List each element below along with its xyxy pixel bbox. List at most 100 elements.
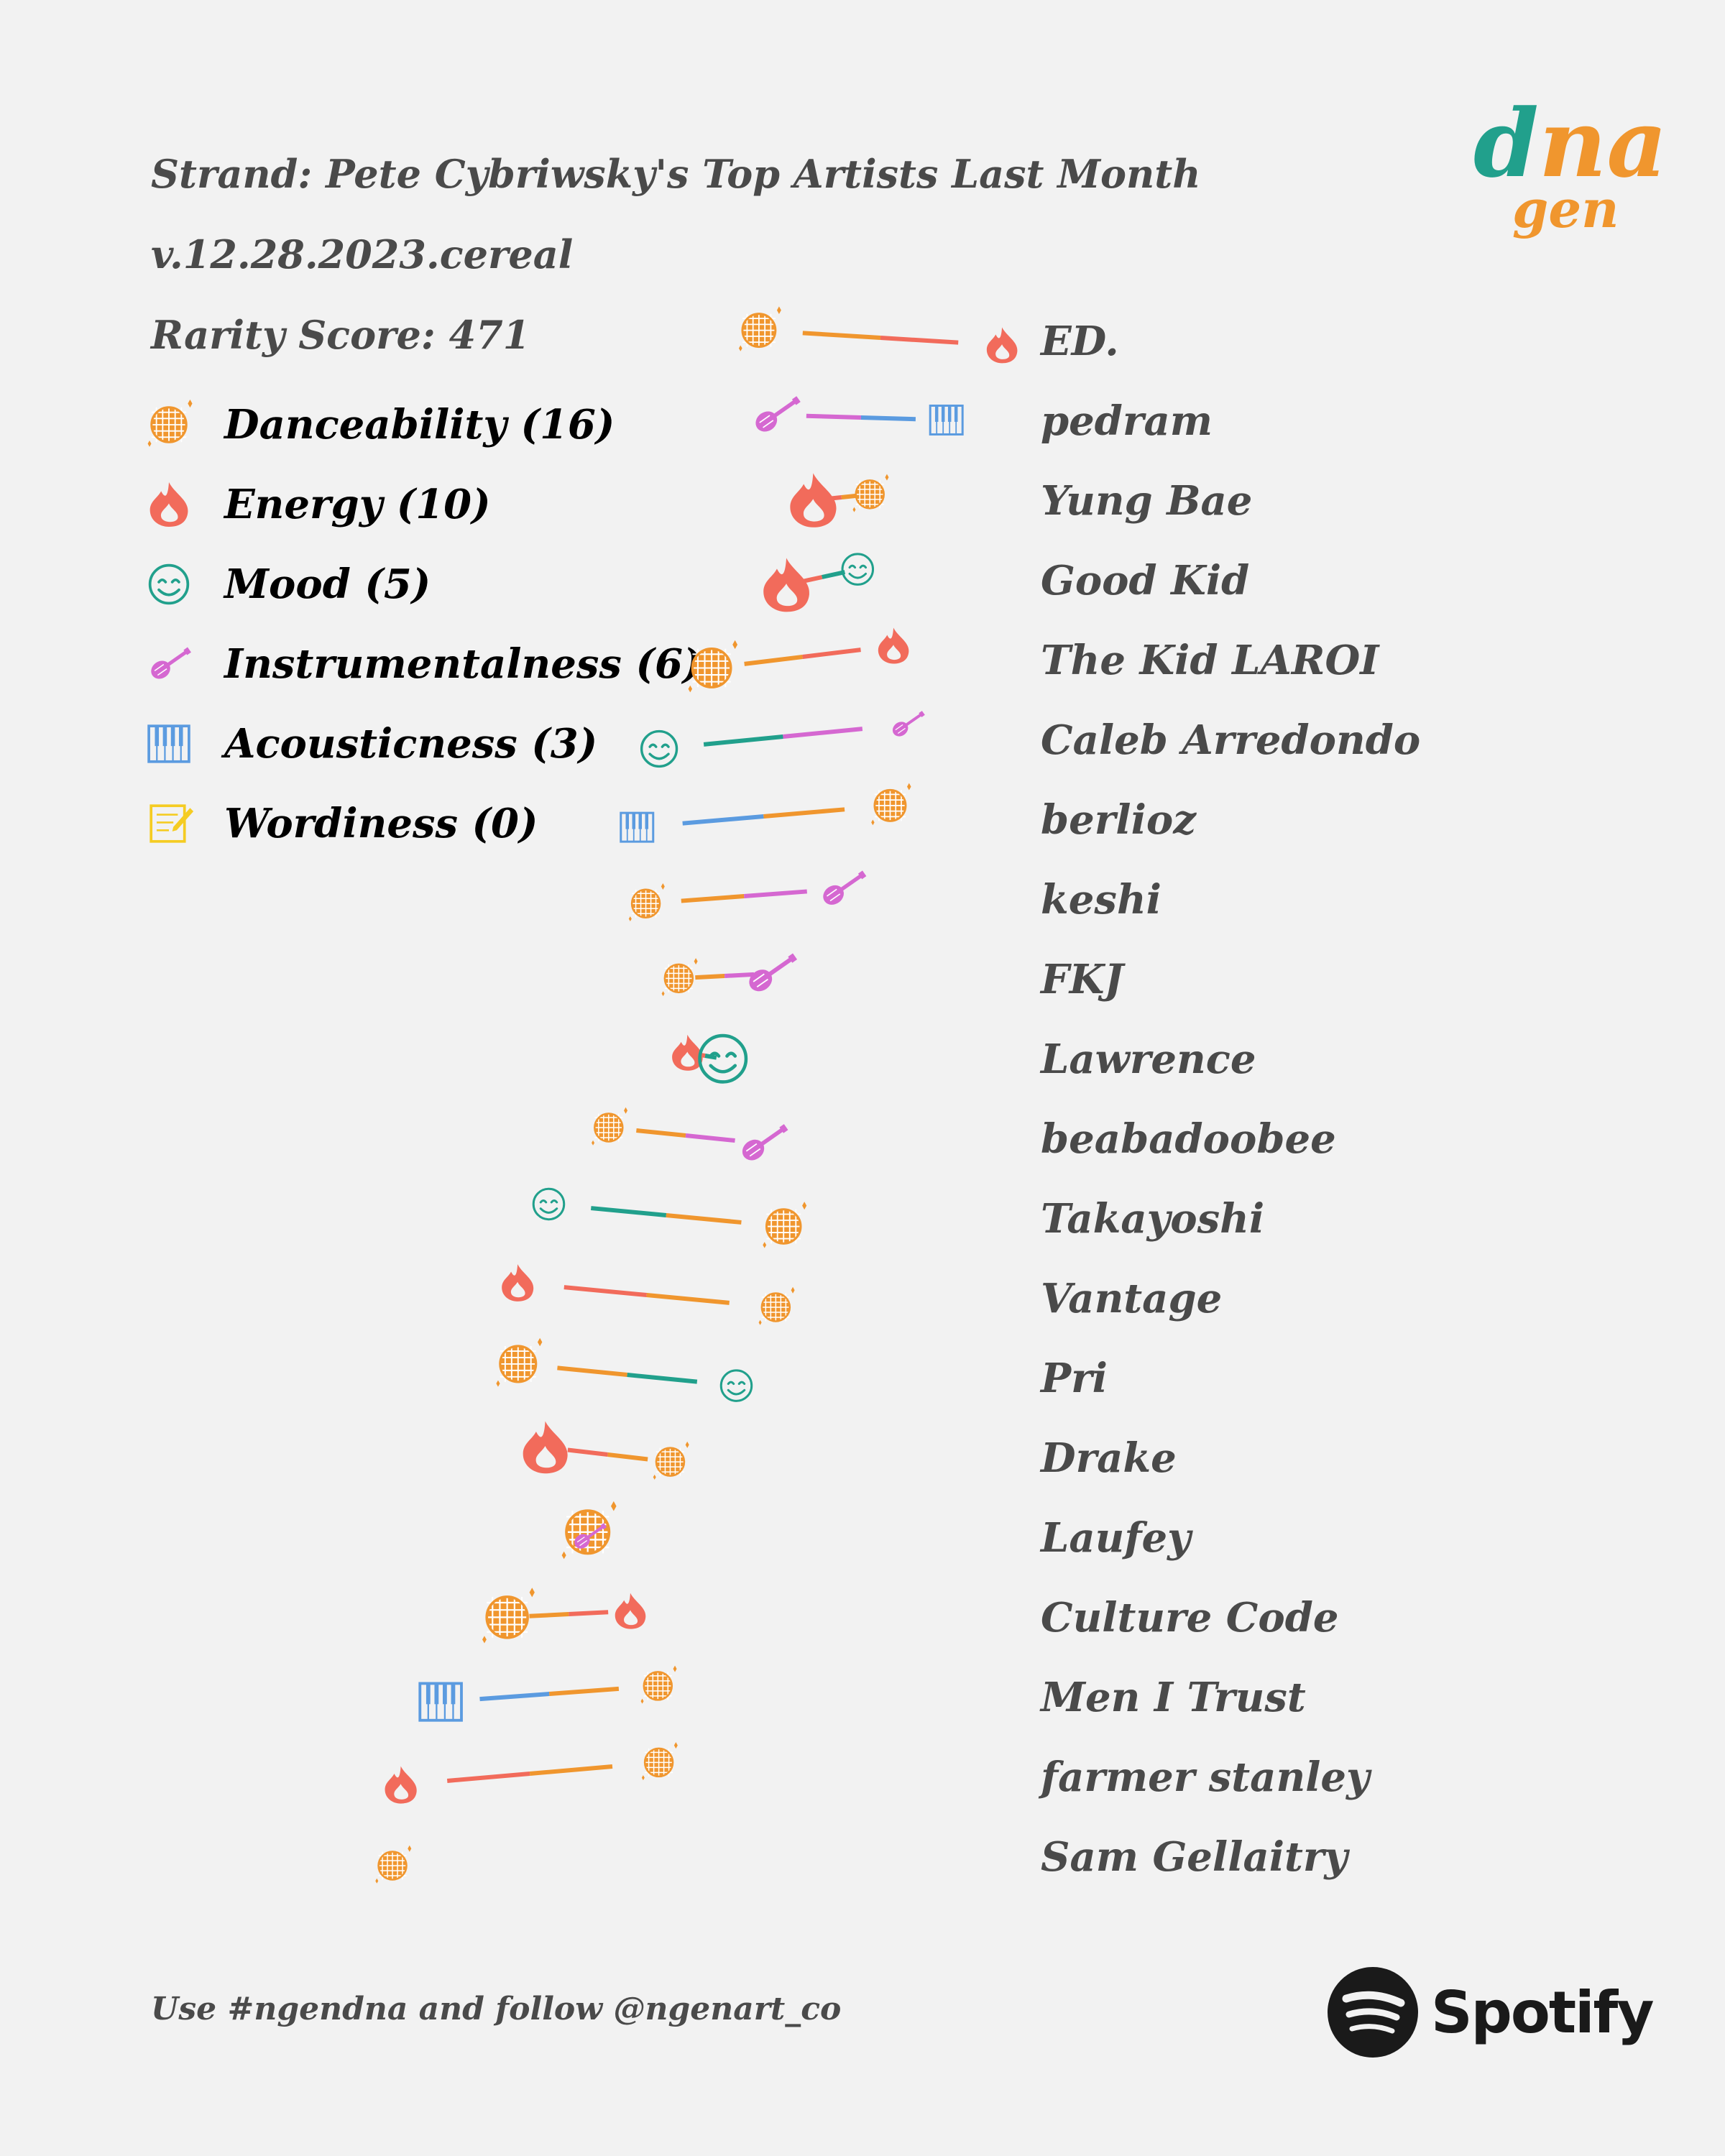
artist-name: beabadoobee xyxy=(1041,1115,1336,1163)
artist-name: The Kid LAROI xyxy=(1041,637,1379,684)
rung-left-segment xyxy=(446,1772,530,1783)
piano-icon xyxy=(929,404,964,436)
smile-icon xyxy=(719,1369,753,1402)
artist-name: Caleb Arredondo xyxy=(1041,717,1421,764)
artist-name: Laufey xyxy=(1041,1514,1191,1562)
disco-ball-icon xyxy=(561,1501,617,1560)
rung-left-segment xyxy=(695,974,725,980)
disco-ball-icon xyxy=(640,1665,677,1704)
guitar-icon xyxy=(823,870,867,905)
legend-item-energy: Energy (10) xyxy=(144,464,702,544)
rung-right-segment xyxy=(666,1213,742,1225)
strand-rung xyxy=(502,1264,795,1325)
guitar-icon xyxy=(151,647,191,679)
strand-rung xyxy=(592,1107,788,1161)
disco-ball-icon xyxy=(641,1742,678,1781)
piano-icon xyxy=(147,724,190,763)
legend-item-instrumentalness: Instrumentalness (6) xyxy=(144,624,702,704)
rung-left-segment xyxy=(529,1612,569,1618)
guitar-icon xyxy=(574,1523,607,1549)
notepad-icon xyxy=(150,803,194,843)
rung-left-segment xyxy=(806,413,861,420)
artist-name: Lawrence xyxy=(1041,1036,1256,1083)
disco-ball-icon xyxy=(375,1845,412,1884)
artist-name: Drake xyxy=(1041,1434,1177,1482)
piano-icon xyxy=(620,811,655,843)
rung-right-segment xyxy=(685,1133,735,1143)
artist-name: keshi xyxy=(1041,876,1162,923)
disco-ball-icon xyxy=(763,1202,807,1248)
strand-rung xyxy=(561,1501,617,1560)
rung-right-segment xyxy=(783,727,863,739)
artist-name: FKJ xyxy=(1041,956,1123,1003)
fire-icon xyxy=(150,482,188,527)
artist-name: Sam Gellaitry xyxy=(1041,1833,1348,1881)
rung-right-segment xyxy=(802,648,861,659)
rung-right-segment xyxy=(529,1764,613,1776)
artist-name: pedram xyxy=(1041,397,1213,445)
fire-icon xyxy=(986,327,1018,364)
strand-rung xyxy=(738,306,1018,364)
strand-rung xyxy=(523,1421,689,1480)
disco-ball-icon xyxy=(482,1588,535,1644)
rung-left-segment xyxy=(744,655,803,666)
strand-rung xyxy=(532,1187,807,1248)
fire-icon xyxy=(502,1264,534,1302)
disco-ball-icon xyxy=(496,1337,543,1387)
rung-left-segment xyxy=(479,1692,550,1702)
version-label: v.12.28.2023.cereal xyxy=(151,231,574,277)
guitar-icon xyxy=(755,396,801,432)
rung-right-segment xyxy=(880,336,959,345)
rung-left-segment xyxy=(681,894,745,903)
rung-left-segment xyxy=(636,1128,686,1138)
strand-rung xyxy=(640,711,925,768)
strand-rung xyxy=(496,1337,753,1402)
strand-rung xyxy=(755,396,964,436)
legend-item-acousticness: Acousticness (3) xyxy=(144,704,702,783)
piano-icon xyxy=(418,1682,463,1722)
rung-right-segment xyxy=(744,889,807,898)
artist-name: Good Kid xyxy=(1041,557,1250,604)
legend-label: Danceability (16) xyxy=(224,400,615,448)
artist-list: ED. pedram Yung Bae Good Kid The Kid LAROI Ca… xyxy=(1041,302,1420,1897)
strand-rung xyxy=(672,1033,748,1084)
disco-ball-icon xyxy=(758,1286,795,1325)
strand-rung xyxy=(628,870,867,922)
disco-ball-icon xyxy=(852,474,889,512)
disco-ball-icon xyxy=(688,640,738,693)
rung-right-segment xyxy=(627,1373,698,1384)
fire-icon xyxy=(523,1421,568,1474)
rung-right-segment xyxy=(724,972,755,978)
rung-right-segment xyxy=(548,1686,620,1696)
smile-icon xyxy=(532,1187,566,1221)
artist-name: Pri xyxy=(1041,1355,1108,1402)
artist-name: Vantage xyxy=(1041,1275,1223,1322)
fire-icon xyxy=(385,1766,417,1804)
guitar-icon xyxy=(749,953,798,992)
spotify-logo-icon xyxy=(1328,1967,1418,2058)
legend-label: Wordiness (0) xyxy=(224,799,538,847)
rung-left-segment xyxy=(567,1447,608,1457)
feature-legend: Danceability (16) Energy (10) Mood (5) I… xyxy=(144,384,702,863)
legend-item-danceability: Danceability (16) xyxy=(144,384,702,464)
smile-icon xyxy=(698,1033,748,1084)
strand-rung xyxy=(385,1742,678,1804)
smile-icon xyxy=(148,563,190,604)
legend-label: Mood (5) xyxy=(224,560,431,608)
logo-gen: gen xyxy=(1512,178,1619,239)
disco-ball-icon xyxy=(628,883,665,922)
rung-right-segment xyxy=(822,570,846,579)
legend-label: Instrumentalness (6) xyxy=(224,640,702,688)
logo-dna: dna xyxy=(1473,88,1668,198)
fire-icon xyxy=(763,558,810,612)
strand-rung xyxy=(661,953,798,997)
fire-icon xyxy=(615,1593,646,1629)
strand-rung xyxy=(375,1845,412,1884)
rung-right-segment xyxy=(763,807,845,819)
rung-left-segment xyxy=(564,1285,648,1297)
disco-ball-icon xyxy=(653,1441,689,1480)
disco-ball-icon xyxy=(871,783,911,826)
artist-name: Culture Code xyxy=(1041,1594,1339,1641)
strand-rung xyxy=(790,473,889,528)
